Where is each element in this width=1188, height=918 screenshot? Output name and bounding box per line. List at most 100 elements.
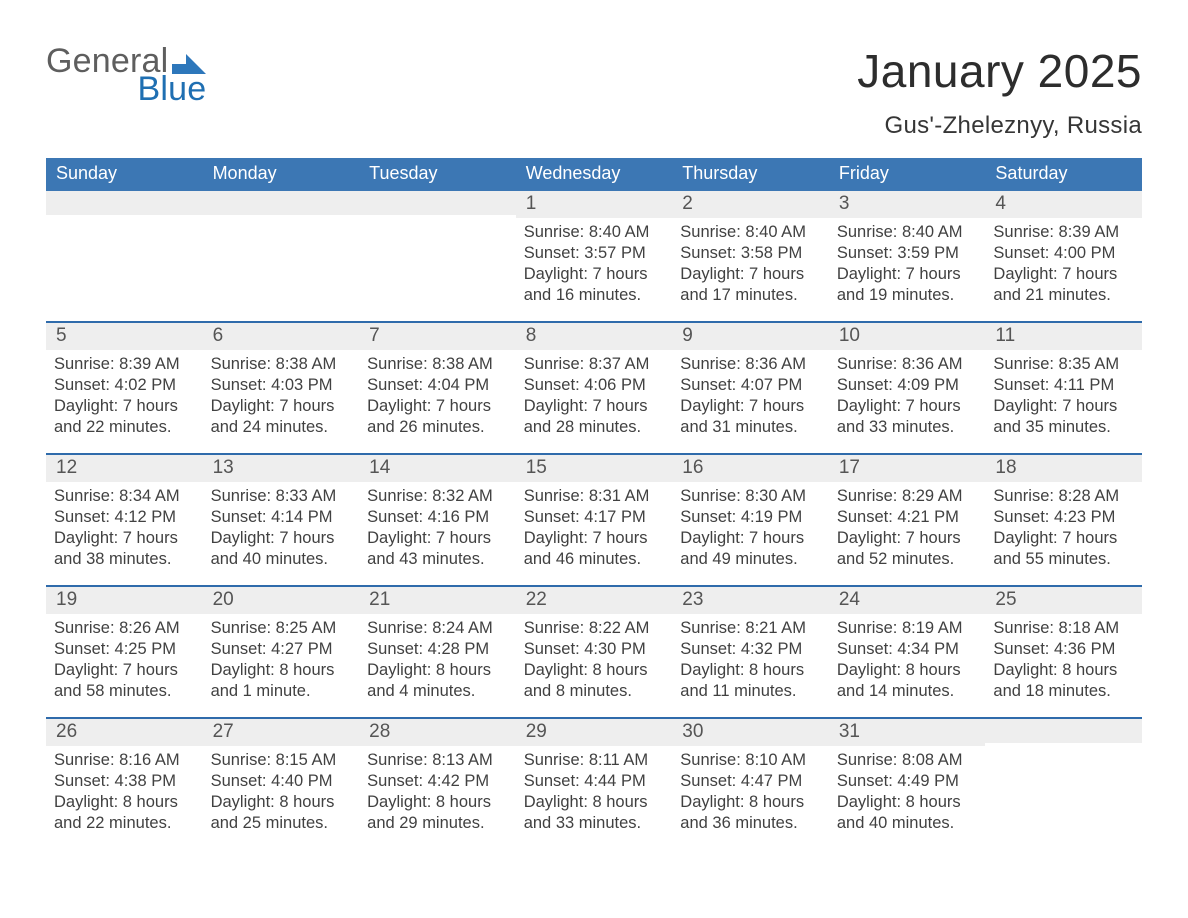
sunset-line: Sunset: 4:34 PM	[837, 639, 978, 660]
day-info: Sunrise: 8:40 AMSunset: 3:58 PMDaylight:…	[680, 222, 821, 306]
day-info: Sunrise: 8:35 AMSunset: 4:11 PMDaylight:…	[993, 354, 1134, 438]
daylight-line: Daylight: 7 hours and 58 minutes.	[54, 660, 195, 702]
sunrise-line: Sunrise: 8:10 AM	[680, 750, 821, 771]
sunrise-line: Sunrise: 8:34 AM	[54, 486, 195, 507]
calendar-day: 12Sunrise: 8:34 AMSunset: 4:12 PMDayligh…	[46, 455, 203, 585]
day-number	[985, 719, 1142, 743]
day-number	[203, 191, 360, 215]
calendar-day	[985, 719, 1142, 849]
calendar-day: 10Sunrise: 8:36 AMSunset: 4:09 PMDayligh…	[829, 323, 986, 453]
calendar-day: 5Sunrise: 8:39 AMSunset: 4:02 PMDaylight…	[46, 323, 203, 453]
sunset-line: Sunset: 4:09 PM	[837, 375, 978, 396]
calendar-day: 1 Sunrise: 8:40 AMSunset: 3:57 PMDaylight…	[516, 191, 673, 321]
calendar-day	[203, 191, 360, 321]
calendar: Sunday Monday Tuesday Wednesday Thursday…	[46, 158, 1142, 849]
daylight-line: Daylight: 7 hours and 21 minutes.	[993, 264, 1134, 306]
day-info: Sunrise: 8:13 AMSunset: 4:42 PMDaylight:…	[367, 750, 508, 834]
day-number: 6	[203, 323, 360, 350]
daylight-line: Daylight: 7 hours and 55 minutes.	[993, 528, 1134, 570]
sunrise-line: Sunrise: 8:32 AM	[367, 486, 508, 507]
day-number: 5	[46, 323, 203, 350]
calendar-weeks: 1 Sunrise: 8:40 AMSunset: 3:57 PMDaylight…	[46, 191, 1142, 849]
sunrise-line: Sunrise: 8:18 AM	[993, 618, 1134, 639]
calendar-day: 9Sunrise: 8:36 AMSunset: 4:07 PMDaylight…	[672, 323, 829, 453]
sunset-line: Sunset: 4:47 PM	[680, 771, 821, 792]
daylight-line: Daylight: 7 hours and 46 minutes.	[524, 528, 665, 570]
day-number	[359, 191, 516, 215]
day-number: 24	[829, 587, 986, 614]
calendar-day: 24Sunrise: 8:19 AMSunset: 4:34 PMDayligh…	[829, 587, 986, 717]
sunrise-line: Sunrise: 8:38 AM	[211, 354, 352, 375]
calendar-day: 3Sunrise: 8:40 AMSunset: 3:59 PMDaylight…	[829, 191, 986, 321]
calendar-week: 5 Sunrise: 8:39 AMSunset: 4:02 PM Daylight…	[46, 321, 1142, 453]
daylight-line: Daylight: 7 hours and 31 minutes.	[680, 396, 821, 438]
day-number: 23	[672, 587, 829, 614]
day-number: 8	[516, 323, 673, 350]
day-number: 2	[672, 191, 829, 218]
dow-monday: Monday	[203, 158, 360, 191]
sunrise-line: Sunrise: 8:38 AM	[367, 354, 508, 375]
calendar-day: 28Sunrise: 8:13 AMSunset: 4:42 PMDayligh…	[359, 719, 516, 849]
day-info: Sunrise: 8:37 AMSunset: 4:06 PMDaylight:…	[524, 354, 665, 438]
day-number: 4	[985, 191, 1142, 218]
day-number: 1	[516, 191, 673, 218]
day-number: 25	[985, 587, 1142, 614]
sunrise-line: Sunrise: 8:39 AM	[54, 354, 195, 375]
calendar-day: 13Sunrise: 8:33 AMSunset: 4:14 PMDayligh…	[203, 455, 360, 585]
day-info: Sunrise: 8:40 AMSunset: 3:57 PMDaylight:…	[524, 222, 665, 306]
calendar-day: 29Sunrise: 8:11 AMSunset: 4:44 PMDayligh…	[516, 719, 673, 849]
calendar-day: 16Sunrise: 8:30 AMSunset: 4:19 PMDayligh…	[672, 455, 829, 585]
sunrise-line: Sunrise: 8:28 AM	[993, 486, 1134, 507]
sunrise-line: Sunrise: 8:36 AM	[837, 354, 978, 375]
sunrise-line: Sunrise: 8:15 AM	[211, 750, 352, 771]
daylight-line: Daylight: 7 hours and 28 minutes.	[524, 396, 665, 438]
day-number: 16	[672, 455, 829, 482]
sunrise-line: Sunrise: 8:40 AM	[837, 222, 978, 243]
daylight-line: Daylight: 7 hours and 35 minutes.	[993, 396, 1134, 438]
calendar-day: 15Sunrise: 8:31 AMSunset: 4:17 PMDayligh…	[516, 455, 673, 585]
dow-thursday: Thursday	[672, 158, 829, 191]
dow-tuesday: Tuesday	[359, 158, 516, 191]
day-info: Sunrise: 8:08 AMSunset: 4:49 PMDaylight:…	[837, 750, 978, 834]
sunset-line: Sunset: 4:36 PM	[993, 639, 1134, 660]
calendar-week: 12Sunrise: 8:34 AMSunset: 4:12 PMDayligh…	[46, 453, 1142, 585]
calendar-day: 6Sunrise: 8:38 AMSunset: 4:03 PMDaylight…	[203, 323, 360, 453]
daylight-line: Daylight: 8 hours and 4 minutes.	[367, 660, 508, 702]
sunrise-line: Sunrise: 8:19 AM	[837, 618, 978, 639]
sunset-line: Sunset: 4:44 PM	[524, 771, 665, 792]
day-number: 18	[985, 455, 1142, 482]
day-info: Sunrise: 8:11 AMSunset: 4:44 PMDaylight:…	[524, 750, 665, 834]
dow-friday: Friday	[829, 158, 986, 191]
day-info: Sunrise: 8:31 AMSunset: 4:17 PMDaylight:…	[524, 486, 665, 570]
calendar-week: 1 Sunrise: 8:40 AMSunset: 3:57 PMDaylight…	[46, 191, 1142, 321]
calendar-day: 19Sunrise: 8:26 AMSunset: 4:25 PMDayligh…	[46, 587, 203, 717]
calendar-day	[359, 191, 516, 321]
sunrise-line: Sunrise: 8:35 AM	[993, 354, 1134, 375]
sunset-line: Sunset: 4:32 PM	[680, 639, 821, 660]
daylight-line: Daylight: 8 hours and 33 minutes.	[524, 792, 665, 834]
daylight-line: Daylight: 7 hours and 19 minutes.	[837, 264, 978, 306]
sunset-line: Sunset: 4:16 PM	[367, 507, 508, 528]
calendar-week: 26Sunrise: 8:16 AMSunset: 4:38 PMDayligh…	[46, 717, 1142, 849]
calendar-day: 30Sunrise: 8:10 AMSunset: 4:47 PMDayligh…	[672, 719, 829, 849]
sunrise-line: Sunrise: 8:39 AM	[993, 222, 1134, 243]
daylight-line: Daylight: 8 hours and 25 minutes.	[211, 792, 352, 834]
day-info: Sunrise: 8:36 AMSunset: 4:09 PMDaylight:…	[837, 354, 978, 438]
day-info: Sunrise: 8:18 AMSunset: 4:36 PMDaylight:…	[993, 618, 1134, 702]
calendar-day: 23 Sunrise: 8:21 AMSunset: 4:32 PMDayligh…	[672, 587, 829, 717]
day-number: 27	[203, 719, 360, 746]
sunset-line: Sunset: 4:02 PM	[54, 375, 195, 396]
day-of-week-header: Sunday Monday Tuesday Wednesday Thursday…	[46, 158, 1142, 191]
daylight-line: Daylight: 8 hours and 36 minutes.	[680, 792, 821, 834]
sunrise-line: Sunrise: 8:31 AM	[524, 486, 665, 507]
day-info: Sunrise: 8:21 AMSunset: 4:32 PMDaylight:…	[680, 618, 821, 702]
daylight-line: Daylight: 7 hours and 52 minutes.	[837, 528, 978, 570]
daylight-line: Daylight: 7 hours and 43 minutes.	[367, 528, 508, 570]
calendar-day: 27Sunrise: 8:15 AMSunset: 4:40 PMDayligh…	[203, 719, 360, 849]
day-number: 20	[203, 587, 360, 614]
sunset-line: Sunset: 4:28 PM	[367, 639, 508, 660]
day-number: 3	[829, 191, 986, 218]
day-number: 17	[829, 455, 986, 482]
day-number: 22	[516, 587, 673, 614]
calendar-day: 7Sunrise: 8:38 AMSunset: 4:04 PMDaylight…	[359, 323, 516, 453]
